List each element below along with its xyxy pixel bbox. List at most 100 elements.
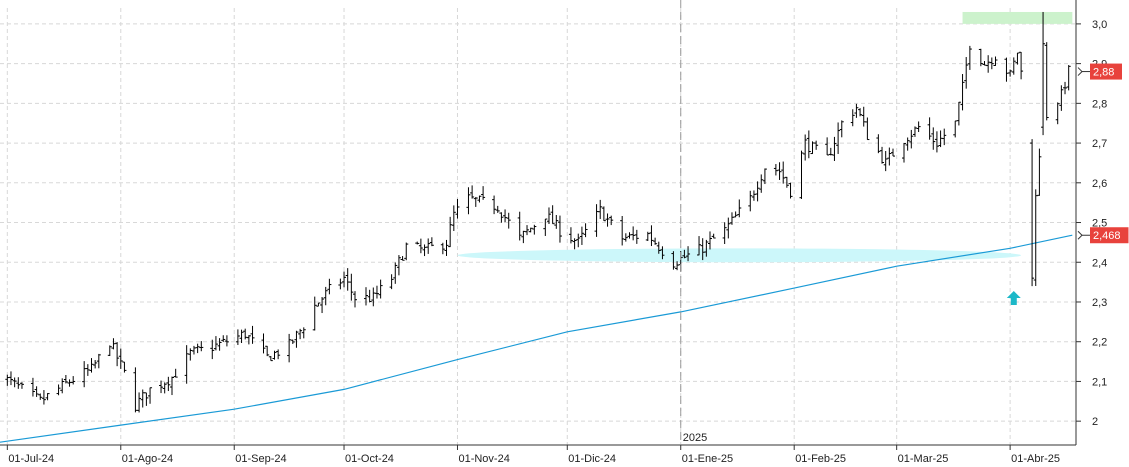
ohlc-bar [122,361,127,373]
year-marker: 2025 [680,0,707,445]
ohlc-bar [1055,102,1060,125]
ohlc-bar [686,246,691,262]
ohlc-bar [389,274,394,290]
ohlc-bar [656,241,661,254]
ohlc-bar [620,215,625,246]
ohlc-bar [415,241,420,245]
year-label: 2025 [683,432,707,444]
price-bars [5,11,1071,413]
ohlc-bar [60,378,65,394]
y-tick-label: 2,7 [1092,138,1107,150]
ohlc-bar [492,195,497,215]
ohlc-bar [960,74,965,111]
ohlc-bar [598,199,603,219]
ohlc-bar [854,103,859,118]
ohlc-bar [162,382,167,394]
ohlc-bar [788,182,793,199]
ohlc-bar [623,233,628,242]
ohlc-bar [671,251,676,270]
ohlc-bar [557,215,562,243]
ohlc-bar [1066,65,1071,91]
ohlc-bar [272,350,277,360]
ohlc-bar [697,236,702,256]
ohlc-bar [1037,148,1042,196]
ohlc-bar [909,129,914,149]
ohlc-bar [1059,85,1064,111]
moving-average-layer [0,234,1073,443]
ohlc-bar [38,393,43,400]
x-tick-label: 01-Feb-25 [795,453,846,465]
ohlc-bar [34,386,39,397]
ohlc-bar [353,291,358,308]
ohlc-bar [235,329,240,345]
ohlc-bar [250,325,255,344]
ohlc-bar [528,227,533,233]
x-tick-label: 01-Nov-24 [458,453,509,465]
ohlc-bar [733,211,738,218]
ohlc-bar [481,186,486,200]
ohlc-bar [363,287,368,306]
ohlc-bar [166,376,171,392]
ohlc-bar [217,338,222,351]
ohlc-bar [495,205,500,213]
highlight-zone-resistance [962,11,1073,24]
ohlc-bar [327,278,332,295]
ohlc-bar [367,289,372,303]
ohlc-bar [265,345,270,357]
ohlc-bar [96,353,101,369]
ohlc-bar [199,341,204,352]
ohlc-bar [726,217,731,239]
ohlc-bar [89,358,94,373]
ohlc-bar [477,195,482,203]
y-tick-label: 2,5 [1092,218,1107,230]
ohlc-bar [63,375,68,384]
x-tick-label: 01-Dic-24 [568,453,616,465]
ohlc-bar [916,121,921,133]
ohlc-bar [173,368,178,378]
up-arrow-icon [1006,291,1021,306]
ohlc-bar [426,238,431,254]
ohlc-bar [323,286,328,306]
ohlc-bar [378,279,383,299]
ohlc-bar [777,162,782,180]
ohlc-bar [525,225,530,236]
ohlc-bar [19,382,24,389]
x-tick-label: 01-Sep-24 [235,453,286,465]
ohlc-bar [887,147,892,166]
ohlc-bar [517,211,522,241]
ohlc-bar [880,146,885,164]
ohlc-bar [814,140,819,150]
ohlc-bar [858,108,863,117]
ohlc-bar [550,205,555,225]
ohlc-bar [393,262,398,284]
badge-background [1090,63,1122,80]
ohlc-bar [342,271,347,288]
ohlc-bar [649,225,654,247]
ohlc-bar [781,161,786,184]
ohlc-bar [967,45,972,70]
ohlc-bar [905,137,910,151]
ohlc-bar [891,148,896,157]
ohlc-bar [579,226,584,245]
ohlc-bar [224,335,229,347]
ohlc-bar [213,336,218,351]
ohlc-bar [30,377,35,397]
ohlc-bar [803,134,808,161]
arrow-layer [1006,291,1021,306]
ohlc-bar [876,134,881,154]
ohlc-bar [576,233,581,248]
ohlc-bar [806,130,811,159]
ohlc-bar [934,131,939,153]
ohlc-bar [455,198,460,219]
ohlc-bar [56,384,61,396]
ohlc-bar [784,176,789,188]
y-tick-label: 2,8 [1092,98,1107,110]
ohlc-bar [276,349,281,360]
ohlc-bar [634,229,639,244]
ohlc-bar [261,333,266,354]
x-tick-label: 01-Jul-24 [8,453,54,465]
ohlc-bar [41,390,46,405]
ohlc-bar [660,246,665,260]
